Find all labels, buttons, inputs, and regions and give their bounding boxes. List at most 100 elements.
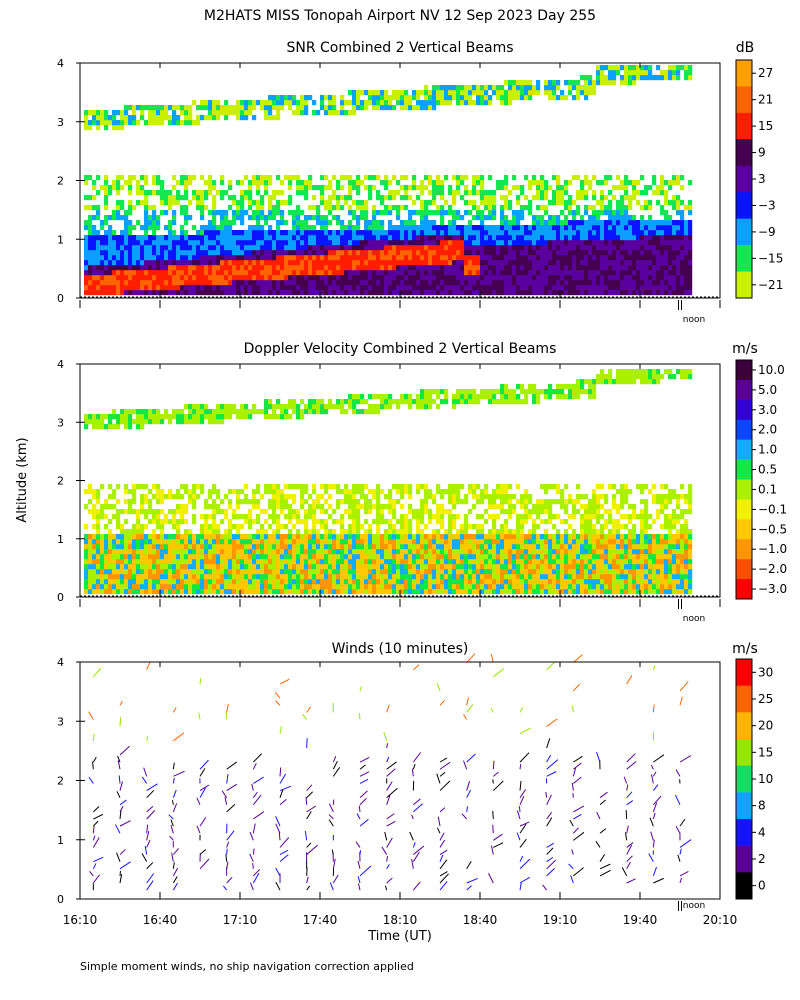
heatmap-cell [380,90,385,96]
heatmap-cell [120,185,125,191]
heatmap-cell [124,534,129,540]
heatmap-cell [140,255,145,261]
heatmap-cell [660,210,665,216]
heatmap-cell [288,494,293,500]
heatmap-cell [220,105,225,111]
heatmap-cell [604,210,609,216]
heatmap-cell [676,265,681,271]
heatmap-cell [524,175,529,181]
heatmap-cell [284,534,289,540]
heatmap-cell [440,215,445,221]
heatmap-cell [116,509,121,515]
heatmap-cell [488,235,493,241]
heatmap-cell [132,205,137,211]
heatmap-cell [160,280,165,286]
heatmap-cell [284,504,289,510]
heatmap-cell [88,125,93,131]
heatmap-cell [92,424,97,430]
heatmap-cell [128,180,133,186]
heatmap-cell [220,569,225,575]
heatmap-cell [352,504,357,510]
heatmap-cell [116,190,121,196]
heatmap-cell [188,549,193,555]
heatmap-cell [640,190,645,196]
heatmap-cell [468,245,473,251]
heatmap-cell [88,110,93,116]
heatmap-cell [476,290,481,296]
heatmap-cell [92,215,97,221]
heatmap-cell [528,200,533,206]
heatmap-cell [100,484,105,490]
heatmap-cell [212,489,217,495]
heatmap-cell [304,409,309,415]
heatmap-cell [472,180,477,186]
heatmap-cell [500,90,505,96]
heatmap-cell [508,230,513,236]
heatmap-cell [132,245,137,251]
heatmap-cell [148,225,153,231]
heatmap-cell [84,235,89,241]
heatmap-cell [144,409,149,415]
heatmap-cell [624,260,629,266]
heatmap-cell [220,409,225,415]
heatmap-cell [304,499,309,505]
heatmap-cell [332,110,337,116]
heatmap-cell [688,65,693,71]
heatmap-cell [204,414,209,420]
heatmap-cell [288,559,293,565]
heatmap-cell [244,230,249,236]
heatmap-cell [228,225,233,231]
heatmap-cell [224,539,229,545]
heatmap-cell [276,414,281,420]
heatmap-cell [128,534,133,540]
heatmap-cell [516,215,521,221]
heatmap-cell [204,265,209,271]
heatmap-cell [172,115,177,121]
heatmap-cell [536,265,541,271]
heatmap-cell [324,574,329,580]
heatmap-cell [236,285,241,291]
heatmap-cell [220,509,225,515]
heatmap-cell [320,290,325,296]
heatmap-cell [220,180,225,186]
heatmap-cell [356,484,361,490]
heatmap-cell [84,240,89,246]
heatmap-cell [544,275,549,281]
heatmap-cell [344,499,349,505]
heatmap-cell [432,210,437,216]
heatmap-cell [632,260,637,266]
heatmap-cell [644,255,649,261]
heatmap-cell [484,290,489,296]
heatmap-cell [580,240,585,246]
heatmap-cell [144,569,149,575]
heatmap-cell [284,265,289,271]
heatmap-cell [156,240,161,246]
heatmap-cell [296,250,301,256]
heatmap-cell [284,554,289,560]
heatmap-cell [416,95,421,101]
heatmap-cell [152,250,157,256]
heatmap-cell [204,205,209,211]
heatmap-cell [268,205,273,211]
heatmap-cell [432,250,437,256]
heatmap-cell [532,195,537,201]
heatmap-cell [308,504,313,510]
heatmap-cell [156,549,161,555]
heatmap-cell [328,195,333,201]
heatmap-cell [596,200,601,206]
heatmap-cell [304,215,309,221]
heatmap-cell [464,100,469,106]
heatmap-cell [268,215,273,221]
heatmap-cell [296,529,301,535]
heatmap-cell [644,225,649,231]
heatmap-cell [272,100,277,106]
heatmap-cell [224,260,229,266]
heatmap-cell [624,210,629,216]
heatmap-cell [512,85,517,91]
heatmap-cell [116,210,121,216]
heatmap-cell [176,559,181,565]
heatmap-cell [576,210,581,216]
heatmap-cell [196,195,201,201]
heatmap-cell [192,260,197,266]
heatmap-cell [96,529,101,535]
